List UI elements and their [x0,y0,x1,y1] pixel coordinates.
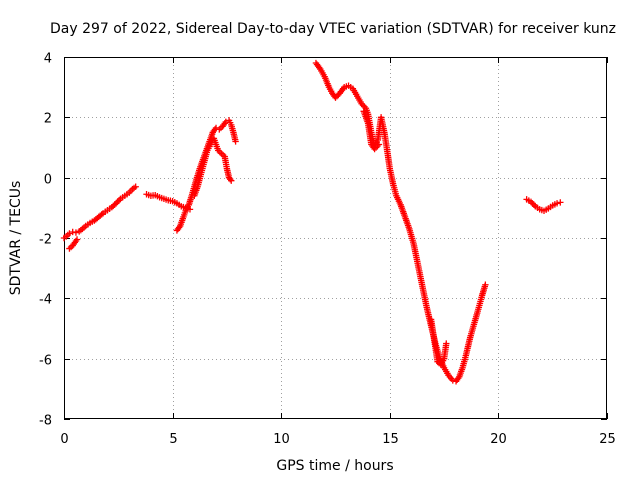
y-tick-label: -4 [39,293,52,308]
data-point [443,340,450,347]
data-point [557,199,564,206]
data-point [232,138,239,145]
data-point [73,236,81,243]
chart-title: Day 297 of 2022, Sidereal Day-to-day VTE… [50,21,616,37]
y-tick-label: -2 [39,233,52,248]
axis-ticks [64,57,608,420]
x-tick-label: 10 [273,432,290,447]
y-axis-title: SDTVAR / TECUs [8,181,24,296]
data-point-trace [98,211,105,218]
data-point [482,281,489,288]
x-tick-label: 15 [382,432,399,447]
y-tick-label: 0 [44,173,52,188]
x-tick-labels: 0 5 10 15 20 25 [60,432,615,447]
x-tick-label: 5 [169,432,177,447]
data-point-trace [111,201,118,208]
data-point [553,200,561,207]
data-point [72,229,80,236]
y-tick-label: -8 [39,414,52,429]
data-point [132,183,139,190]
x-tick-label: 0 [60,432,68,447]
grid [64,57,607,419]
x-tick-label: 20 [490,432,507,447]
y-tick-label: -6 [39,354,52,369]
x-axis-title: GPS time / hours [276,458,393,474]
x-tick-label: 25 [599,432,616,447]
data-point [222,118,230,126]
data-point [375,141,383,148]
data-marks [60,59,564,385]
data-point [66,230,73,237]
data-point [228,177,235,184]
y-tick-label: 4 [44,52,52,67]
y-tick-label: 2 [44,112,52,127]
y-tick-labels: -8 -6 -4 -2 0 2 4 [39,52,52,429]
